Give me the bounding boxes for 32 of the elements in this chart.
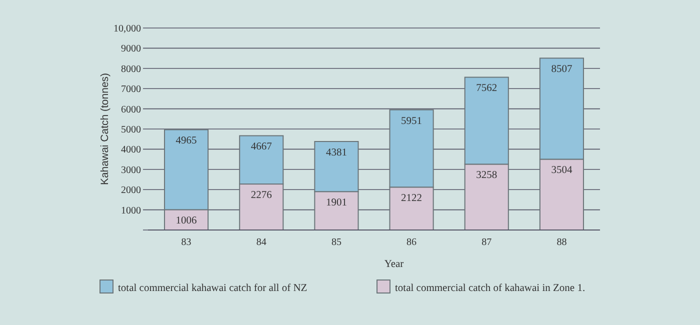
data-label: 1006: [176, 216, 197, 227]
data-label: 3504: [551, 165, 573, 176]
y-axis-title: Kahawai Catch (tonnes): [99, 72, 111, 186]
data-label: 1901: [326, 198, 347, 209]
x-tick-label: 85: [331, 237, 342, 248]
total-label: 4667: [250, 142, 272, 153]
x-axis-title: Year: [384, 259, 404, 270]
total-label: 4381: [326, 148, 347, 159]
total-label: 5951: [401, 116, 422, 127]
y-tick-label: 5000: [121, 124, 141, 136]
total-label: 4965: [176, 136, 197, 147]
data-label: 2276: [250, 190, 272, 202]
y-tick-label: 10,000: [114, 24, 141, 34]
y-tick-label: 4000: [121, 144, 141, 156]
total-label: 8507: [551, 64, 572, 76]
legend-label: total commercial kahawai catch for all of NZ: [118, 283, 308, 294]
x-tick-label: 83: [181, 237, 192, 248]
y-tick-label: 6000: [121, 104, 141, 116]
x-tick-label: 86: [406, 237, 417, 248]
x-tick-label: 88: [556, 237, 567, 248]
y-tick-label: 9000: [121, 44, 141, 55]
legend-label: total commercial catch of kahawai in Zone 1.: [395, 283, 586, 294]
x-tick-label: 84: [256, 237, 266, 248]
x-tick-label: 87: [482, 237, 492, 248]
data-label: 2122: [401, 193, 422, 204]
y-tick-label: 7000: [121, 84, 141, 96]
y-tick-label: 3000: [121, 164, 141, 176]
y-tick-label: 2000: [121, 185, 141, 196]
total-label: 7562: [476, 83, 498, 94]
data-label: 3258: [476, 170, 498, 182]
y-tick-label: 8000: [121, 64, 141, 75]
y-tick-label: 1000: [121, 205, 141, 216]
